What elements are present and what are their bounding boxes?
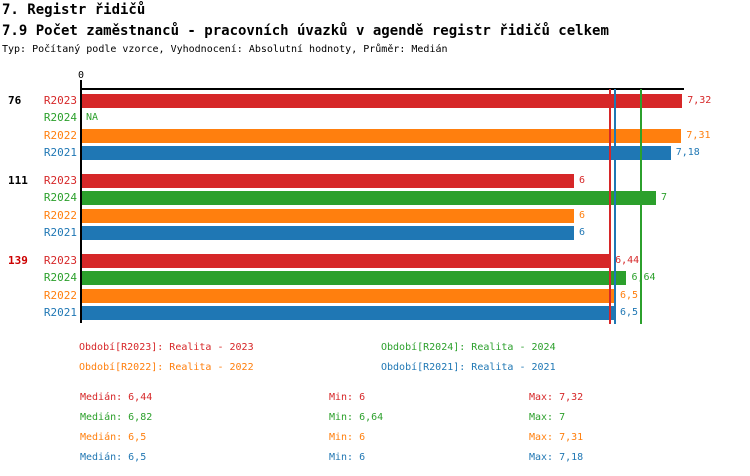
series-row-label: R2024 bbox=[43, 111, 77, 124]
stat-min-r2024: Min: 6,64 bbox=[329, 412, 384, 423]
bar-value-label: 7,31 bbox=[686, 129, 711, 141]
bar-r2021 bbox=[82, 146, 671, 160]
bar-value-label: 6,44 bbox=[615, 254, 640, 266]
bar-value-label: 6,64 bbox=[631, 272, 656, 283]
chart-meta: Typ: Počítaný podle vzorce, Vyhodnocení:… bbox=[2, 44, 448, 55]
bar-r2021 bbox=[82, 226, 574, 240]
series-row-label: R2021 bbox=[43, 226, 77, 239]
stats-table: Medián: 6,44 Min: 6 Max: 7,32 Medián: 6,… bbox=[80, 388, 583, 468]
stat-max-r2023: Max: 7,32 bbox=[529, 392, 584, 403]
stat-median-r2023: Medián: 6,44 bbox=[80, 392, 153, 403]
legend-item-r2022: Období[R2022]: Realita - 2022 bbox=[79, 362, 254, 373]
stat-max-r2021: Max: 7,18 bbox=[529, 452, 584, 463]
stat-median-r2021: Medián: 6,5 bbox=[80, 452, 147, 463]
bar-r2023 bbox=[82, 173, 574, 188]
group-label: 139 bbox=[8, 253, 28, 267]
bar-value-label: 6,5 bbox=[620, 307, 639, 318]
axis-tick-mark bbox=[80, 80, 82, 88]
stat-min-r2022: Min: 6 bbox=[329, 432, 366, 443]
legend-item-r2024: Období[R2024]: Realita - 2024 bbox=[381, 342, 556, 353]
bar-chart: 0 76 R2023 7,32 R2024 NA R2022 7,31 R2021 7,18 11… bbox=[8, 70, 712, 324]
axis-zero-tick-label: 0 bbox=[77, 70, 85, 81]
median-line-r2024 bbox=[640, 89, 642, 324]
median-line-r2023 bbox=[609, 89, 611, 324]
series-row-label: R2022 bbox=[43, 288, 77, 302]
stat-median-r2024: Medián: 6,82 bbox=[80, 412, 153, 423]
series-row-label: R2024 bbox=[43, 271, 77, 284]
bar-r2021 bbox=[82, 306, 615, 320]
bar-r2022 bbox=[82, 288, 615, 303]
chart-title: 7.9 Počet zaměstnanců - pracovních úvazk… bbox=[2, 23, 609, 39]
bar-value-label-na: NA bbox=[86, 112, 99, 123]
bar-r2023 bbox=[82, 253, 611, 268]
legend-item-r2023: Období[R2023]: Realita - 2023 bbox=[79, 342, 254, 353]
bar-r2022 bbox=[82, 208, 574, 223]
bar-r2024 bbox=[82, 191, 656, 205]
bar-value-label: 7,18 bbox=[675, 147, 700, 158]
bar-value-label: 7 bbox=[661, 192, 668, 203]
stat-median-r2022: Medián: 6,5 bbox=[80, 432, 147, 443]
bar-value-label: 6 bbox=[579, 227, 586, 238]
bar-value-label: 6,5 bbox=[620, 289, 639, 301]
series-row-label: R2023 bbox=[43, 253, 77, 267]
axis-top-line bbox=[80, 88, 684, 90]
series-row-label: R2022 bbox=[43, 208, 77, 222]
stat-min-r2021: Min: 6 bbox=[329, 452, 366, 463]
bar-r2023 bbox=[82, 93, 683, 108]
median-line-r2021 bbox=[614, 89, 616, 324]
stat-max-r2024: Max: 7 bbox=[529, 412, 566, 423]
stat-min-r2023: Min: 6 bbox=[329, 392, 366, 403]
group-label: 76 bbox=[8, 93, 22, 107]
legend: Období[R2023]: Realita - 2023 Období[R20… bbox=[79, 338, 556, 378]
axis-vertical-line bbox=[80, 89, 82, 323]
series-row-label: R2021 bbox=[43, 146, 77, 159]
group-label: 111 bbox=[8, 173, 28, 187]
bar-value-label: 6 bbox=[579, 209, 586, 221]
bar-value-label: 6 bbox=[579, 174, 586, 186]
stat-max-r2022: Max: 7,31 bbox=[529, 432, 584, 443]
bar-r2024 bbox=[82, 271, 627, 285]
series-row-label: R2022 bbox=[43, 128, 77, 142]
bar-value-label: 7,32 bbox=[687, 94, 712, 106]
series-row-label: R2021 bbox=[43, 306, 77, 319]
legend-item-r2021: Období[R2021]: Realita - 2021 bbox=[381, 362, 556, 373]
series-row-label: R2024 bbox=[43, 191, 77, 204]
series-row-label: R2023 bbox=[43, 93, 77, 107]
series-row-label: R2023 bbox=[43, 173, 77, 187]
report-section-title: 7. Registr řidičů bbox=[2, 2, 146, 18]
bar-r2022 bbox=[82, 128, 682, 143]
